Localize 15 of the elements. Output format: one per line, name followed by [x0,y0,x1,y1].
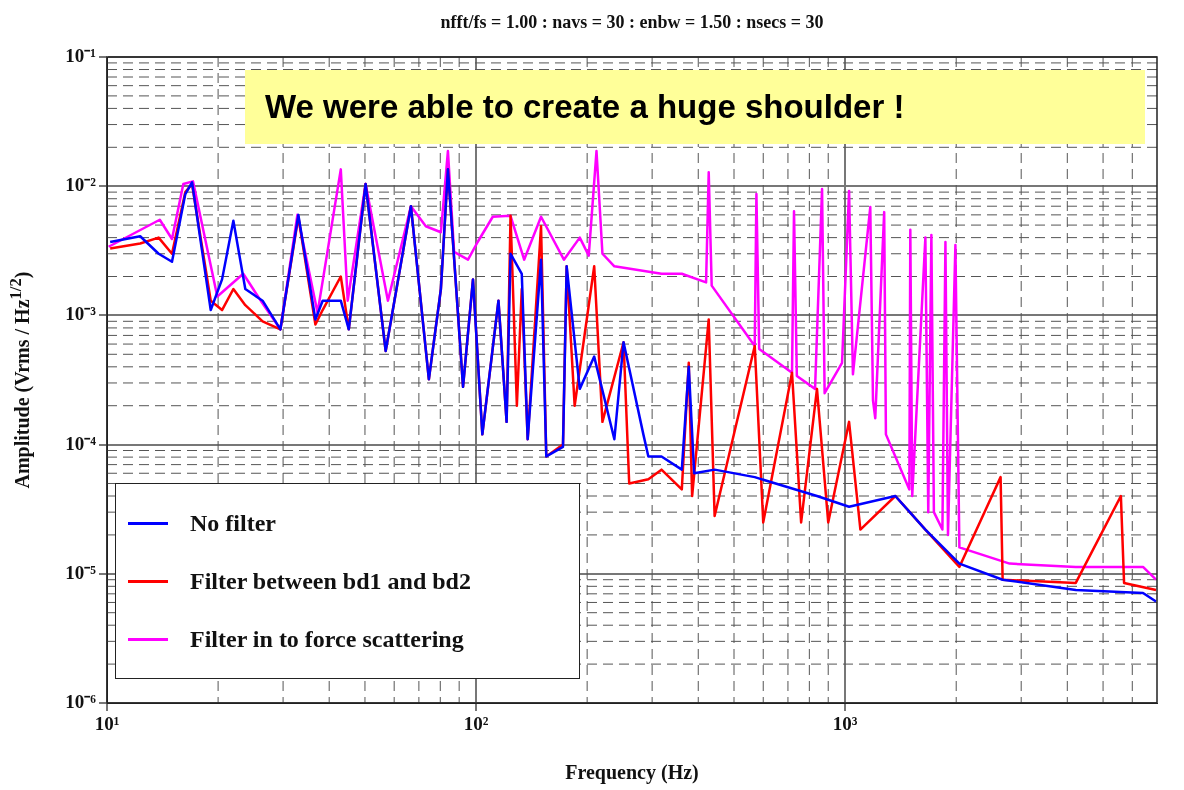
y-tick-label: 10⁻⁵ [65,561,97,583]
y-tick-label: 10⁻² [65,174,97,196]
legend-label: Filter between bd1 and bd2 [190,567,471,595]
y-tick-label: 10⁻¹ [65,44,96,66]
callout-box: We were able to create a huge shoulder ! [245,70,1145,144]
legend-label: Filter in to force scattering [190,625,464,653]
x-axis-title: Frequency (Hz) [565,761,699,785]
legend-label: No filter [190,509,276,537]
x-tick-label: 10² [463,713,489,735]
x-tick-label: 10³ [832,713,858,735]
y-tick-label: 10⁻⁴ [65,432,97,454]
y-tick-label: 10⁻³ [65,303,97,325]
y-tick-label: 10⁻⁶ [65,690,97,712]
chart-title: nfft/fs = 1.00 : navs = 30 : enbw = 1.50 : nsecs = 30 [439,12,825,33]
x-tick-label: 10¹ [94,713,120,735]
